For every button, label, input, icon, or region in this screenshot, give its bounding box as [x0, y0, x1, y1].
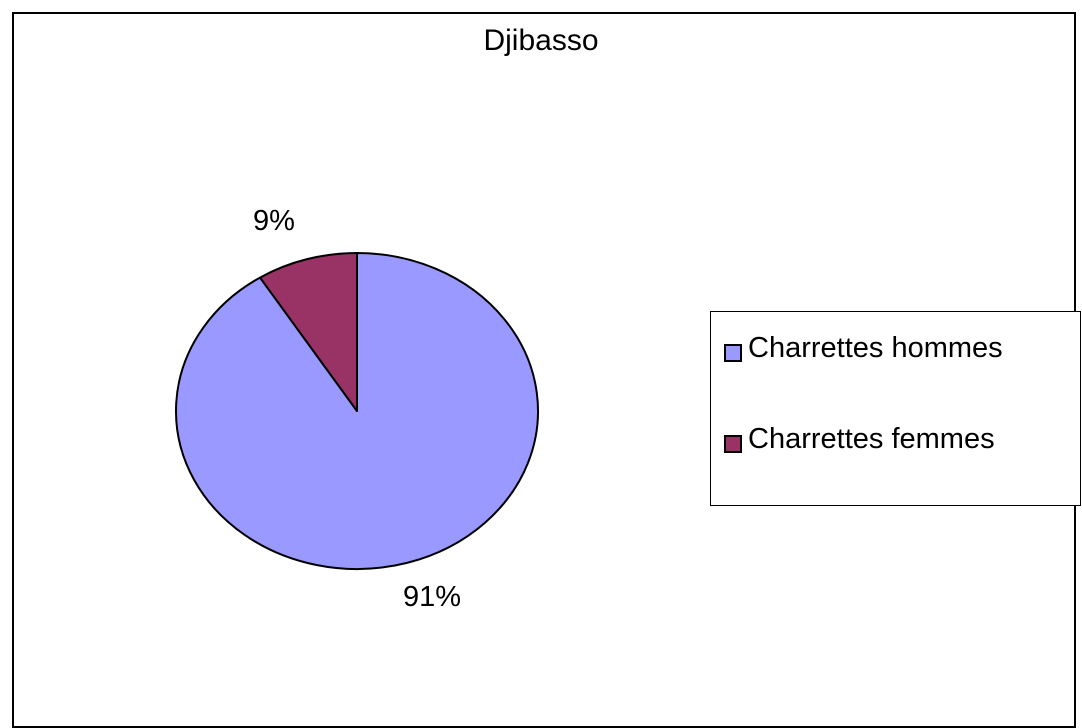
legend-label-charrettes-hommes: Charrettes hommes [748, 332, 1003, 364]
legend-label-charrettes-femmes: Charrettes femmes [748, 423, 995, 455]
data-label-charrettes-femmes: 9% [253, 205, 295, 237]
chart-legend: Charrettes hommes Charrettes femmes [710, 311, 1081, 506]
legend-item-charrettes-femmes: Charrettes femmes [724, 422, 1078, 456]
chart-title: Djibasso [483, 24, 599, 57]
legend-swatch-charrettes-hommes [724, 344, 742, 362]
legend-swatch-charrettes-femmes [724, 435, 742, 453]
data-label-charrettes-hommes: 91% [403, 581, 462, 613]
pie-slice-charrettes-femmes [259, 252, 358, 412]
legend-item-charrettes-hommes: Charrettes hommes [724, 331, 1078, 365]
